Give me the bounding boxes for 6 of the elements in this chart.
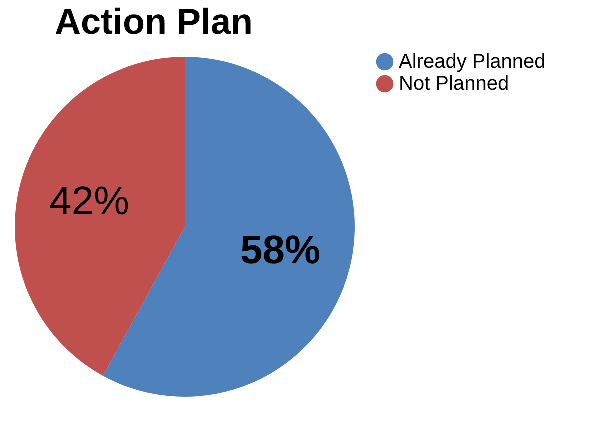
legend-label: Already Planned bbox=[399, 51, 546, 73]
data-label: 42% bbox=[49, 179, 130, 224]
legend-label: Not Planned bbox=[399, 73, 510, 95]
chart-title: Action Plan bbox=[55, 1, 254, 42]
data-label: 58% bbox=[240, 228, 321, 273]
pie-slice bbox=[15, 57, 185, 376]
